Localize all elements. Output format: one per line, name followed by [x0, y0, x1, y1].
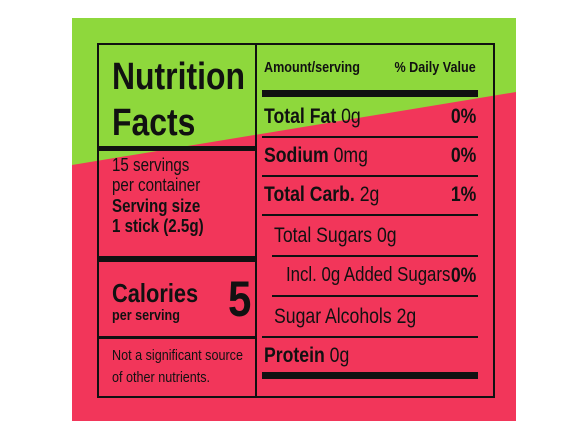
row: Protein 0g — [264, 345, 349, 366]
rule — [98, 146, 256, 151]
amount: 0g — [341, 105, 361, 128]
nutrient: Sodium — [264, 144, 329, 167]
header-amount: Amount/serving — [264, 59, 360, 76]
nutrient: Total Carb. — [264, 183, 355, 206]
amount: 0g — [329, 344, 350, 367]
title: Nutrition — [112, 56, 245, 98]
dv: 1% — [450, 183, 476, 206]
calories-sub: per serving — [112, 307, 180, 324]
footnote: Not a significant source — [112, 347, 243, 364]
rule — [262, 136, 478, 138]
dv: 0% — [450, 144, 476, 167]
nutrient: Total Sugars 0g — [274, 224, 397, 247]
nutrient: Total Fat — [264, 105, 337, 128]
rule — [272, 295, 478, 297]
rule — [262, 372, 478, 379]
serving-size: Serving size — [112, 196, 201, 216]
rule — [262, 90, 478, 97]
amount: 0mg — [333, 144, 368, 167]
serving-size: 1 stick (2.5g) — [112, 216, 204, 236]
servings: 15 servings — [112, 155, 190, 175]
nutrient: Incl. 0g Added Sugars — [286, 264, 451, 286]
dv: 0% — [450, 264, 476, 287]
title: Facts — [112, 102, 196, 144]
amount: 2g — [359, 183, 380, 206]
header-dv: % Daily Value — [394, 59, 476, 76]
row: Total Fat 0g — [264, 106, 361, 127]
nutrient: Sugar Alcohols 2g — [274, 305, 417, 328]
row: Sodium 0mg — [264, 145, 368, 166]
nutrient: Protein — [264, 344, 325, 367]
footnote: of other nutrients. — [112, 369, 211, 386]
rule — [262, 336, 478, 338]
calories-label: Calories — [112, 278, 199, 308]
calories-value: 5 — [228, 271, 252, 327]
row: Total Carb. 2g — [264, 184, 379, 205]
rule — [98, 336, 256, 339]
servings: per container — [112, 175, 201, 195]
label-border — [97, 43, 495, 398]
rule — [262, 214, 478, 216]
dv: 0% — [450, 105, 476, 128]
rule — [272, 255, 478, 257]
rule — [98, 256, 256, 262]
rule — [262, 175, 478, 177]
